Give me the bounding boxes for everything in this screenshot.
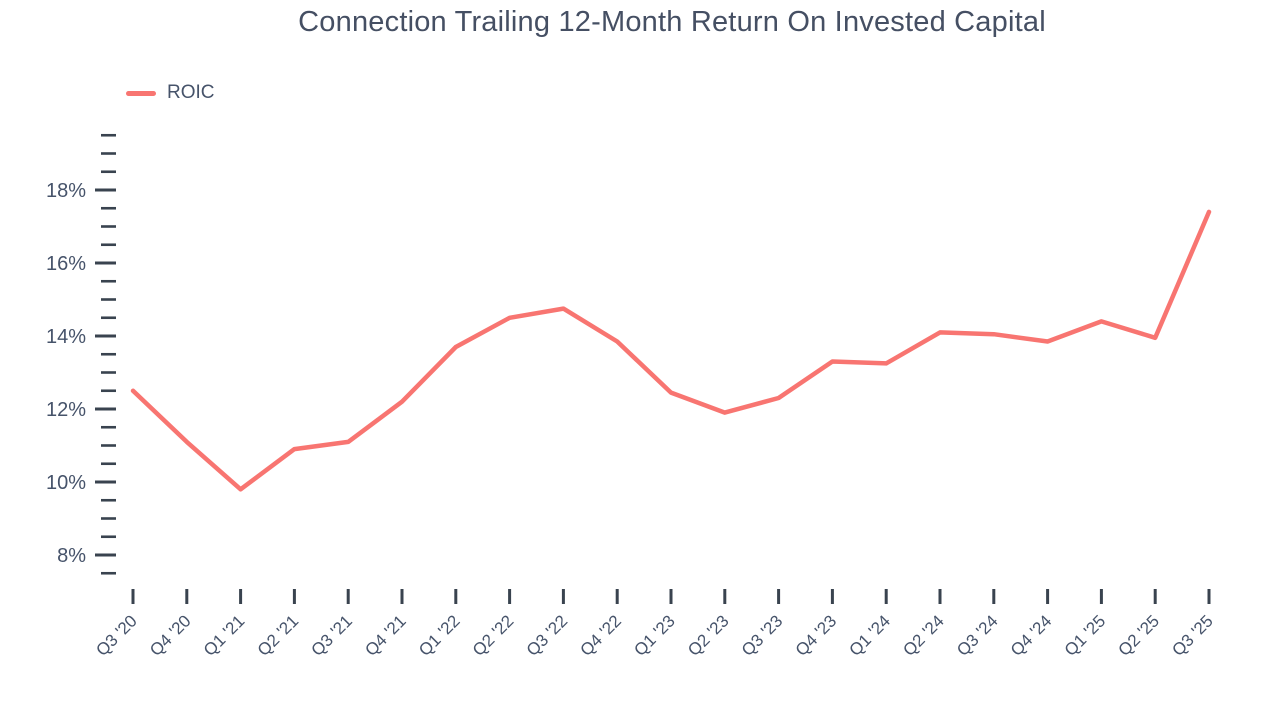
y-axis-label: 12% (46, 399, 86, 421)
x-axis-label: Q4 '21 (361, 611, 409, 659)
x-axis-label: Q3 '25 (1168, 611, 1216, 659)
x-axis-label: Q4 '24 (1007, 611, 1055, 659)
x-axis-label: Q1 '25 (1061, 611, 1109, 659)
x-axis-label: Q4 '23 (792, 611, 840, 659)
y-axis-label: 16% (46, 253, 86, 275)
y-axis-label: 18% (46, 180, 86, 202)
roic-data-line (130, 209, 1212, 492)
x-axis-label: Q1 '21 (200, 611, 248, 659)
x-axis-label: Q2 '22 (469, 611, 517, 659)
x-axis-label: Q3 '22 (523, 611, 571, 659)
y-axis-label: 10% (46, 472, 86, 494)
x-axis-label: Q1 '23 (630, 611, 678, 659)
x-axis-label: Q2 '25 (1115, 611, 1163, 659)
y-axis-label: 14% (46, 326, 86, 348)
x-axis-label: Q3 '23 (738, 611, 786, 659)
x-axis-label: Q4 '22 (577, 611, 625, 659)
legend-label-roic: ROIC (167, 82, 215, 103)
x-axis-label: Q4 '20 (146, 611, 194, 659)
chart-title: Connection Trailing 12-Month Return On I… (298, 6, 1046, 38)
x-axis-label: Q1 '24 (846, 611, 894, 659)
x-axis-label: Q2 '23 (684, 611, 732, 659)
x-axis-label: Q2 '21 (254, 611, 302, 659)
legend: ROIC (126, 82, 215, 104)
x-axis-label: Q3 '20 (92, 611, 140, 659)
y-axis-label: 8% (57, 545, 86, 567)
x-axis-label: Q3 '24 (953, 611, 1001, 659)
x-axis-label: Q1 '22 (415, 611, 463, 659)
x-axis-label: Q3 '21 (308, 611, 356, 659)
roic-line-swatch-icon (126, 90, 156, 96)
x-axis-label: Q2 '24 (899, 611, 947, 659)
